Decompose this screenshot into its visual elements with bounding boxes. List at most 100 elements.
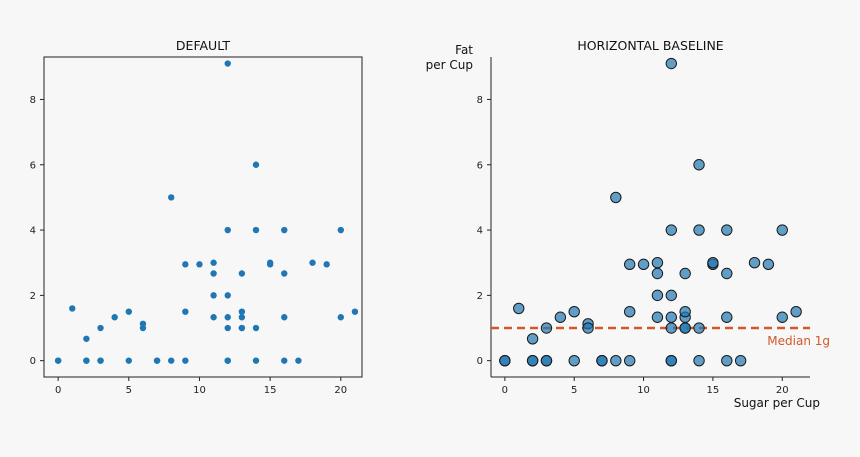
x-axis-label: Sugar per Cup — [734, 396, 820, 410]
y-tick-label: 8 — [477, 95, 483, 106]
data-point — [252, 324, 260, 332]
y-tick-label: 6 — [30, 160, 36, 171]
data-point — [323, 261, 330, 268]
data-point — [182, 308, 189, 315]
data-point — [54, 357, 62, 364]
data-point — [623, 305, 636, 318]
data-point — [582, 322, 594, 334]
y-tick-label: 8 — [30, 95, 36, 106]
data-point — [665, 289, 678, 302]
x-tick-label: 20 — [776, 385, 789, 396]
data-point — [610, 191, 622, 204]
chart-title: HORIZONTAL BASELINE — [577, 38, 723, 53]
data-point — [651, 257, 664, 269]
data-point — [568, 305, 580, 318]
x-tick-label: 0 — [502, 385, 508, 396]
y-tick-label: 0 — [477, 356, 483, 367]
data-point — [665, 311, 678, 323]
data-point — [281, 314, 288, 321]
data-point — [337, 314, 344, 321]
data-point — [125, 308, 132, 315]
x-tick-label: 0 — [55, 385, 61, 396]
data-point — [210, 292, 217, 299]
data-point — [224, 226, 231, 234]
x-tick-label: 15 — [264, 385, 277, 396]
x-tick-label: 15 — [707, 385, 720, 396]
data-point — [721, 311, 733, 323]
data-point — [554, 311, 567, 323]
data-point — [651, 311, 664, 323]
data-point — [210, 314, 217, 321]
data-point — [125, 357, 132, 364]
data-point — [351, 308, 359, 315]
data-point — [295, 357, 302, 364]
y-axis-label-line2: per Cup — [426, 58, 473, 72]
y-tick-label: 4 — [477, 226, 483, 237]
data-point — [540, 354, 553, 367]
data-point — [266, 259, 274, 266]
data-point — [168, 357, 175, 364]
data-point — [679, 322, 691, 334]
data-point — [224, 60, 231, 67]
data-point — [83, 335, 90, 342]
data-point — [721, 224, 733, 236]
data-point — [540, 322, 553, 334]
data-point — [790, 305, 802, 318]
y-tick-label: 2 — [30, 291, 36, 302]
data-point — [224, 292, 231, 299]
data-point — [69, 305, 76, 312]
data-point — [238, 308, 246, 315]
axes-frame — [43, 56, 363, 378]
y-tick-label: 2 — [477, 291, 483, 302]
y-axis-label-line1: Fat — [455, 43, 473, 57]
data-point — [238, 314, 246, 321]
y-tick-label: 6 — [477, 160, 483, 171]
data-point — [596, 354, 608, 367]
data-point — [224, 357, 231, 364]
data-point — [97, 357, 104, 364]
data-point — [182, 261, 189, 268]
data-point — [309, 259, 316, 266]
data-point — [665, 57, 678, 70]
data-point — [111, 314, 118, 321]
data-point — [665, 354, 678, 367]
data-point — [568, 354, 580, 367]
data-point — [281, 270, 288, 277]
data-point — [623, 258, 636, 271]
data-point — [693, 159, 705, 171]
data-point — [252, 161, 260, 168]
data-point — [238, 324, 246, 332]
data-point — [281, 357, 288, 364]
data-point — [651, 267, 664, 280]
data-point — [196, 261, 203, 268]
data-point — [224, 324, 231, 332]
data-point — [139, 324, 147, 332]
data-point — [526, 354, 539, 367]
data-point — [734, 354, 747, 367]
data-point — [337, 226, 344, 234]
data-point — [693, 224, 705, 236]
data-point — [281, 226, 288, 234]
data-point — [526, 333, 539, 345]
y-tick-label: 4 — [30, 226, 36, 237]
data-point — [610, 354, 622, 367]
data-point — [679, 267, 691, 280]
x-tick-label: 5 — [126, 385, 132, 396]
data-point — [679, 305, 691, 318]
data-point — [252, 357, 260, 364]
x-tick-label: 10 — [637, 385, 650, 396]
data-point — [651, 289, 664, 302]
data-point — [238, 270, 246, 277]
data-point — [762, 258, 775, 271]
median-label: Median 1g — [767, 334, 830, 348]
data-point — [693, 322, 705, 334]
data-point — [721, 267, 733, 280]
data-point — [776, 224, 788, 236]
data-point — [210, 259, 217, 266]
data-point — [153, 357, 161, 364]
data-point — [623, 354, 636, 367]
data-point — [97, 324, 104, 332]
x-tick-label: 5 — [571, 385, 577, 396]
